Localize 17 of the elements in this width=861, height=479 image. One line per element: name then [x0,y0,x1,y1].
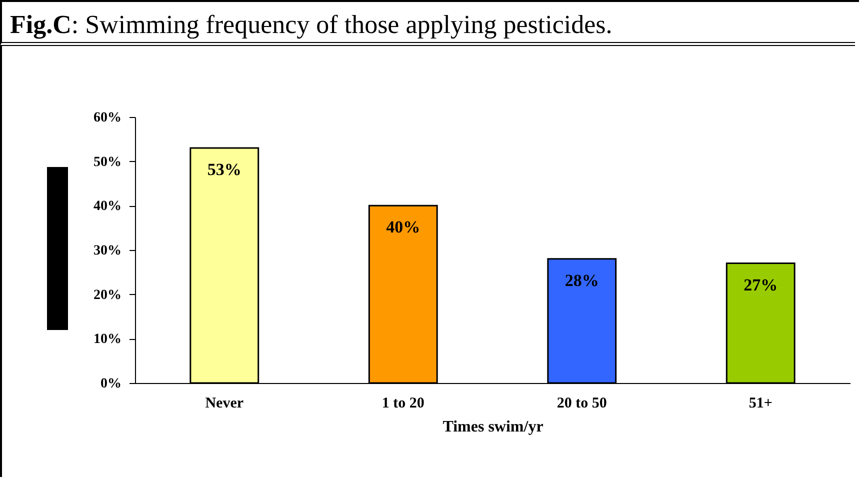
y-tick-label: 0% [100,376,122,392]
y-tick-label: 30% [94,244,122,258]
x-tick-label: 1 to 20 [382,396,424,412]
y-tick-label: 40% [94,199,122,214]
x-axis-title: Times swim/yr [442,418,544,436]
x-tick-label: 20 to 50 [556,396,607,412]
x-tick-label: Never [205,396,244,412]
data-label: 27% [744,275,778,294]
data-label: 40% [386,218,420,237]
y-tick-label: 50% [94,154,122,170]
y-tick-label: 20% [94,288,122,303]
data-label: 28% [564,270,599,290]
data-label: 53% [207,160,242,180]
y-tick-label: 60% [94,110,122,126]
y-tick-label: 10% [94,332,122,348]
chart-title: Fig.C: Swimming frequency of those applying pesticides. [0,0,855,46]
x-tick-label: 51+ [748,396,772,412]
